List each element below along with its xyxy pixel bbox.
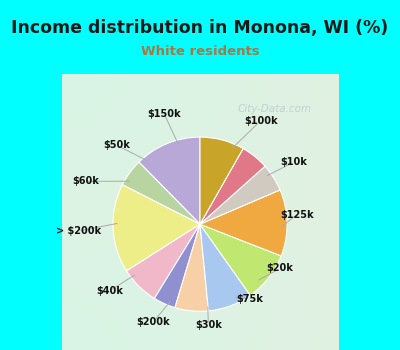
Wedge shape: [200, 224, 250, 311]
Text: City-Data.com: City-Data.com: [238, 104, 312, 114]
Text: $150k: $150k: [147, 108, 181, 119]
Text: $10k: $10k: [280, 157, 308, 167]
Text: > $200k: > $200k: [56, 226, 101, 236]
Wedge shape: [200, 224, 281, 295]
Text: $75k: $75k: [236, 294, 263, 304]
Text: $60k: $60k: [72, 176, 99, 186]
Text: $50k: $50k: [104, 140, 130, 150]
Text: $40k: $40k: [97, 286, 124, 295]
Text: $125k: $125k: [280, 210, 314, 219]
Wedge shape: [200, 190, 287, 256]
Text: $200k: $200k: [136, 317, 170, 327]
Text: $30k: $30k: [195, 320, 222, 330]
Wedge shape: [200, 137, 243, 224]
Wedge shape: [113, 185, 200, 271]
Wedge shape: [175, 224, 208, 311]
Text: Income distribution in Monona, WI (%): Income distribution in Monona, WI (%): [11, 19, 389, 37]
Text: White residents: White residents: [141, 45, 259, 58]
Wedge shape: [122, 162, 200, 224]
Text: $20k: $20k: [267, 264, 294, 273]
Wedge shape: [154, 224, 200, 308]
Wedge shape: [139, 137, 200, 224]
Text: $100k: $100k: [244, 116, 278, 126]
Wedge shape: [200, 148, 265, 224]
Wedge shape: [200, 166, 280, 224]
Wedge shape: [126, 224, 200, 299]
